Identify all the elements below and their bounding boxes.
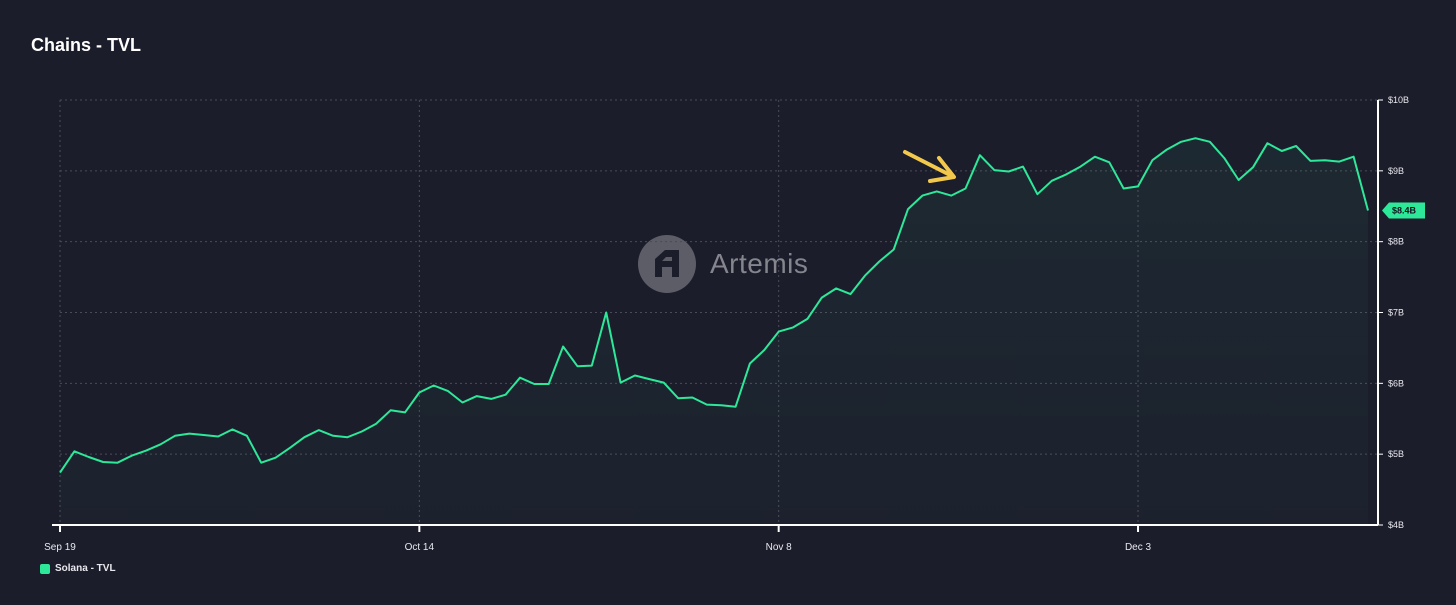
y-tick-label: $9B bbox=[1388, 166, 1404, 176]
last-value-badge: $8.4B bbox=[1382, 202, 1425, 219]
y-tick-label: $5B bbox=[1388, 449, 1404, 459]
y-tick-label: $7B bbox=[1388, 308, 1404, 318]
y-ticks: $4B $5B $6B $7B $8B $9B $10B bbox=[1378, 95, 1409, 530]
legend[interactable]: Solana - TVL bbox=[40, 563, 116, 574]
x-tick-label: Dec 3 bbox=[1125, 542, 1152, 553]
y-tick-label: $6B bbox=[1388, 378, 1404, 388]
artemis-logo-icon bbox=[638, 235, 696, 293]
x-tick-label: Nov 8 bbox=[766, 542, 793, 553]
grid-lines bbox=[59, 99, 1378, 525]
y-tick-label: $8B bbox=[1388, 237, 1404, 247]
artemis-watermark: Artemis bbox=[638, 235, 808, 293]
legend-swatch bbox=[40, 563, 50, 574]
x-tick-label: Oct 14 bbox=[405, 542, 435, 553]
y-tick-label: $10B bbox=[1388, 95, 1409, 105]
chart-title: Chains - TVL bbox=[31, 35, 142, 55]
x-ticks: Sep 19 Oct 14 Nov 8 Dec 3 bbox=[44, 525, 1152, 553]
x-tick-label: Sep 19 bbox=[44, 542, 76, 553]
last-value-label: $8.4B bbox=[1392, 206, 1417, 216]
series-area bbox=[60, 138, 1368, 525]
series-line bbox=[59, 137, 1369, 474]
annotation-arrow-icon bbox=[903, 150, 956, 183]
legend-label: Solana - TVL bbox=[55, 563, 116, 574]
y-tick-label: $4B bbox=[1388, 520, 1404, 530]
watermark-text: Artemis bbox=[710, 248, 809, 279]
